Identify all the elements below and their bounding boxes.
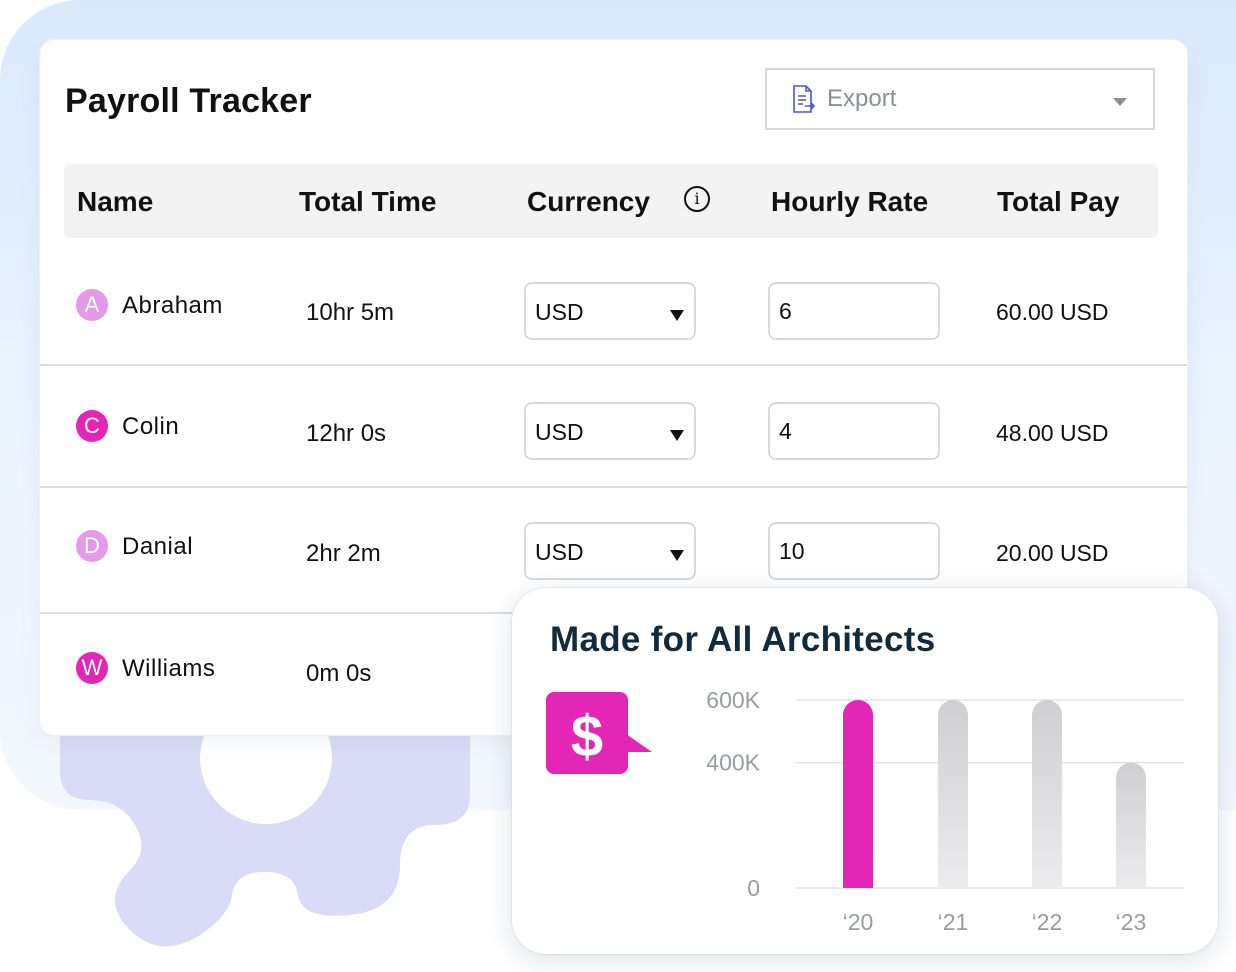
y-tick-label: 600K xyxy=(706,687,760,713)
caret-down-icon xyxy=(670,430,684,441)
y-tick-label: 400K xyxy=(706,750,760,776)
total-time: 2hr 2m xyxy=(306,540,381,567)
table-row: A Abraham 10hr 5m USD 60.00 USD xyxy=(40,244,1187,366)
y-tick-label: 0 xyxy=(747,875,760,901)
total-time: 0m 0s xyxy=(306,660,372,687)
bar-2 xyxy=(1032,700,1062,888)
total-pay: 60.00 USD xyxy=(996,299,1109,325)
total-time: 10hr 5m xyxy=(306,299,395,326)
x-tick-label: ‘23 xyxy=(1116,909,1147,935)
total-pay: 48.00 USD xyxy=(996,420,1109,446)
chevron-down-icon xyxy=(1113,98,1127,106)
page-title: Payroll Tracker xyxy=(65,82,312,120)
hourly-rate-input[interactable] xyxy=(768,282,940,340)
table-header: Name Total Time Currency i Hourly Rate T… xyxy=(64,164,1158,238)
hourly-rate-input[interactable] xyxy=(768,522,940,580)
bar-1 xyxy=(938,700,968,888)
export-dropdown[interactable]: Export xyxy=(765,68,1155,130)
column-header-total-pay: Total Pay xyxy=(997,186,1120,217)
avatar: A xyxy=(76,289,108,321)
x-tick-label: ‘22 xyxy=(1032,909,1063,935)
avatar: D xyxy=(76,530,108,562)
table-row: D Danial 2hr 2m USD 20.00 USD xyxy=(40,492,1187,614)
caret-down-icon xyxy=(670,310,684,321)
hourly-rate-input[interactable] xyxy=(768,402,940,460)
x-tick-label: ‘21 xyxy=(938,909,969,935)
bar-chart: 0 400K 600K ‘20 ‘21 ‘22 ‘23 xyxy=(706,687,1184,935)
bar-0 xyxy=(843,700,873,888)
employee-name: Colin xyxy=(122,413,180,440)
x-tick-label: ‘20 xyxy=(843,909,874,935)
currency-select[interactable]: USD xyxy=(524,282,696,340)
table-row: C Colin 12hr 0s USD 48.00 USD xyxy=(40,366,1187,488)
column-header-name: Name xyxy=(77,186,154,217)
caret-down-icon xyxy=(670,550,684,561)
column-header-currency: Currency xyxy=(527,186,650,217)
info-icon[interactable]: i xyxy=(684,186,710,212)
currency-value: USD xyxy=(535,539,584,565)
employee-name: Danial xyxy=(122,533,194,560)
employee-name: Williams xyxy=(122,655,216,682)
dollar-icon: $ xyxy=(546,692,652,774)
currency-select[interactable]: USD xyxy=(524,402,696,460)
total-time: 12hr 0s xyxy=(306,420,387,447)
currency-value: USD xyxy=(535,299,584,325)
column-header-total-time: Total Time xyxy=(299,186,437,217)
export-label: Export xyxy=(827,85,897,112)
avatar: W xyxy=(76,652,108,684)
document-export-icon xyxy=(793,85,815,113)
avatar: C xyxy=(76,410,108,442)
stats-card: Made for All Architects $ 0 400K 600K ‘20 ‘2… xyxy=(512,588,1218,954)
currency-select[interactable]: USD xyxy=(524,522,696,580)
stats-title: Made for All Architects xyxy=(550,620,936,659)
total-pay: 20.00 USD xyxy=(996,540,1109,566)
table-row: W Williams 0m 0s xyxy=(40,614,1187,734)
bar-3 xyxy=(1116,762,1146,888)
currency-value: USD xyxy=(535,419,584,445)
svg-text:$: $ xyxy=(571,704,603,769)
employee-name: Abraham xyxy=(122,292,223,319)
column-header-hourly-rate: Hourly Rate xyxy=(771,186,929,217)
